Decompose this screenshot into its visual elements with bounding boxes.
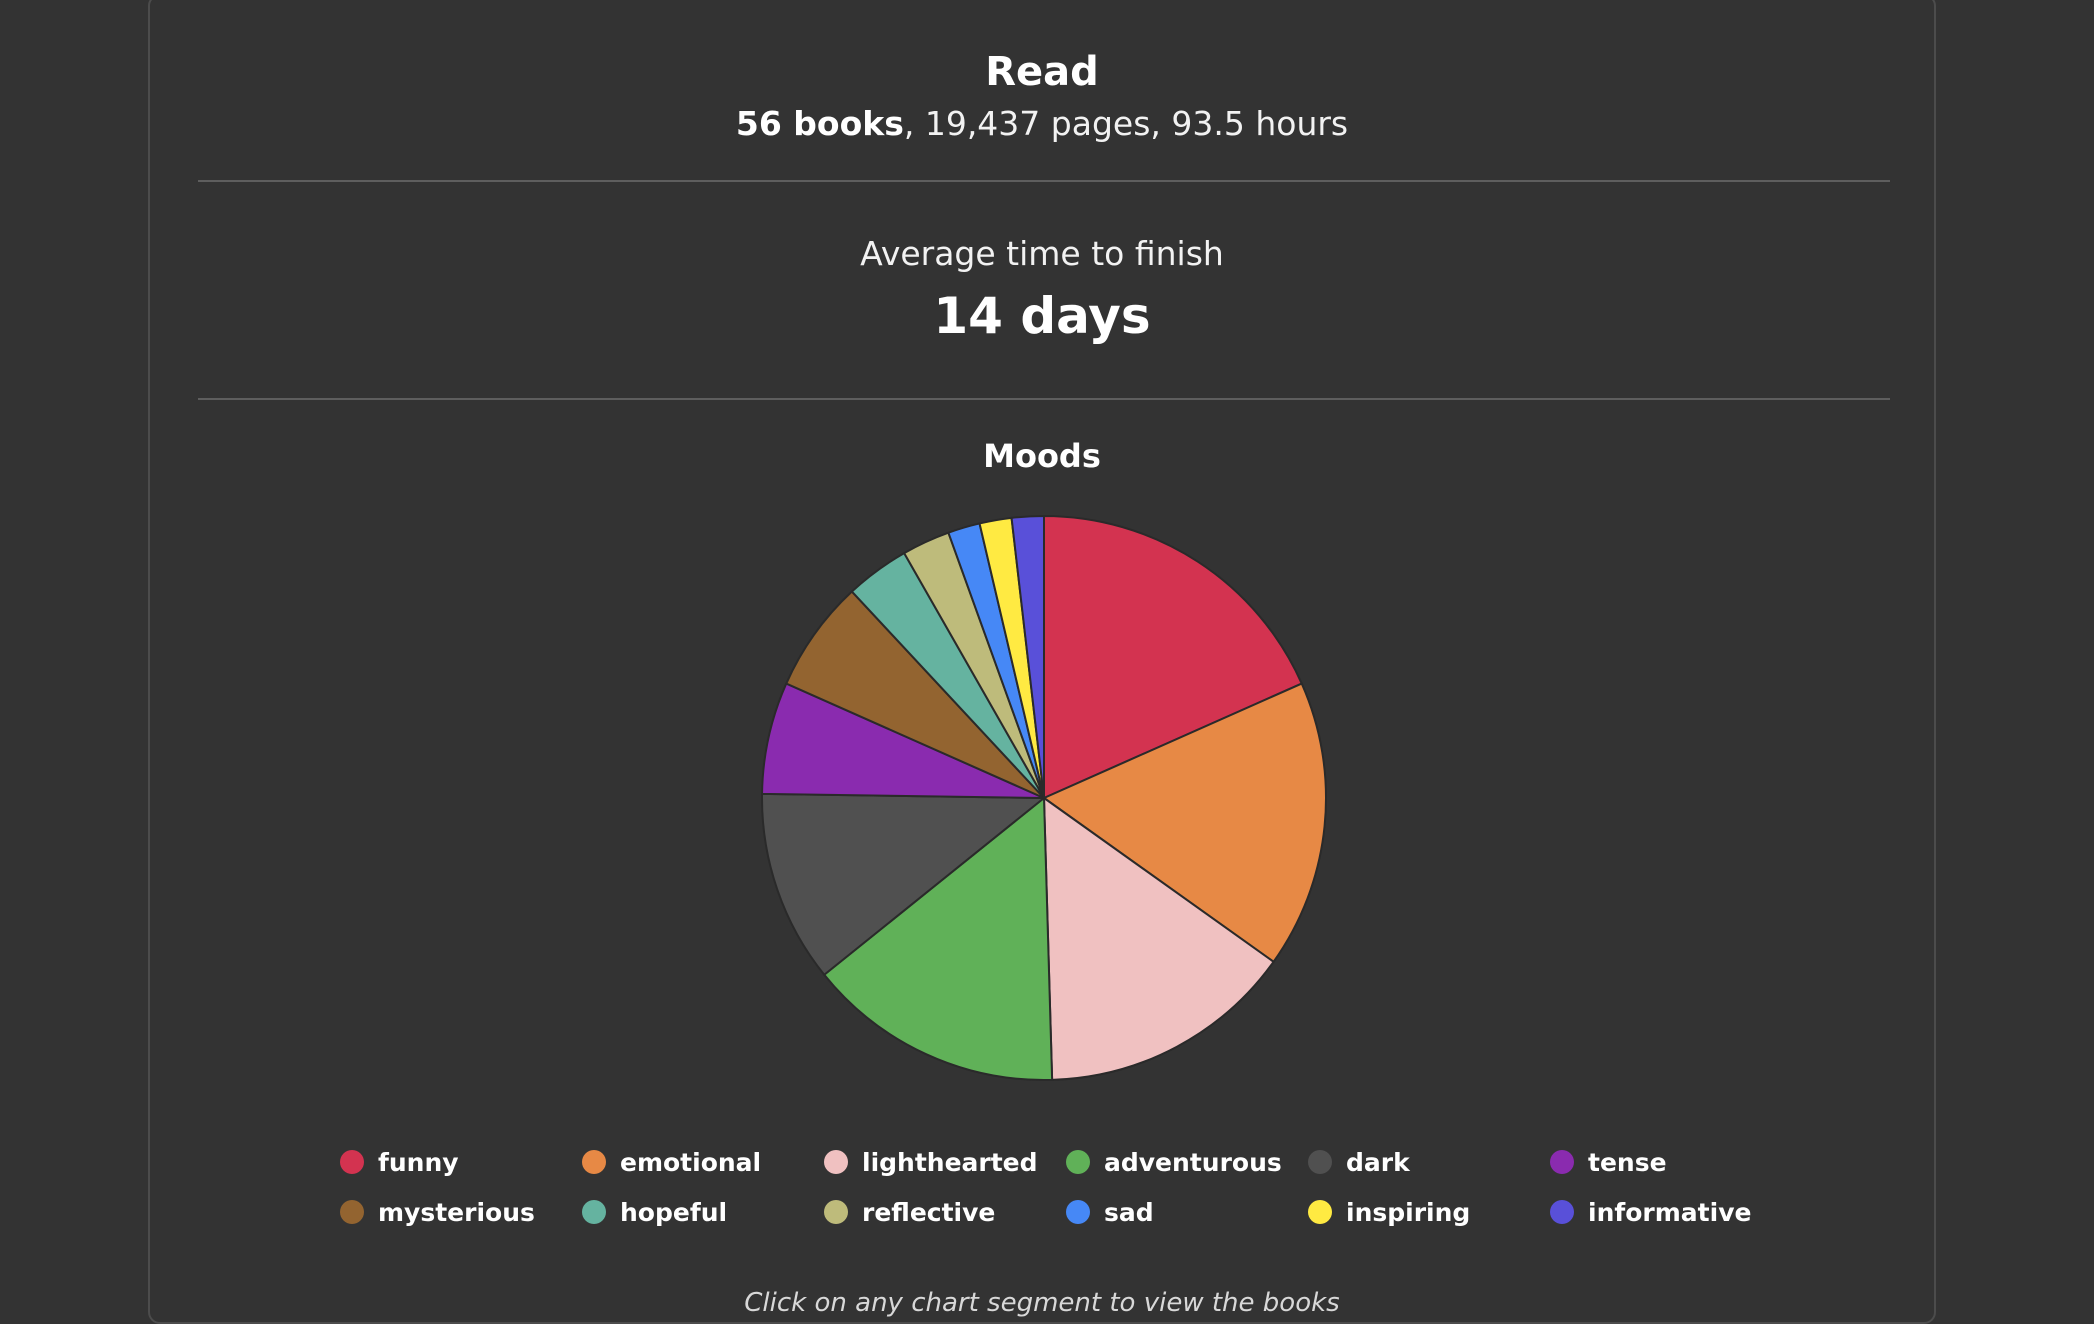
legend-item-hopeful[interactable]: hopeful bbox=[582, 1194, 824, 1230]
moods-pie-chart bbox=[750, 504, 1338, 1092]
pie-slice-emotional[interactable] bbox=[1041, 682, 1327, 964]
legend-swatch bbox=[1066, 1200, 1090, 1224]
legend-label: adventurous bbox=[1104, 1147, 1282, 1177]
pie-slice-informative[interactable] bbox=[1010, 514, 1045, 799]
legend-swatch bbox=[1550, 1200, 1574, 1224]
pages-hours: , 19,437 pages, 93.5 hours bbox=[903, 104, 1349, 143]
legend-label: inspiring bbox=[1346, 1197, 1471, 1227]
legend-swatch bbox=[1308, 1150, 1332, 1174]
legend-label: lighthearted bbox=[862, 1147, 1038, 1177]
pie-slice-dark[interactable] bbox=[761, 792, 1047, 977]
legend-item-emotional[interactable]: emotional bbox=[582, 1144, 824, 1180]
pie-slice-tense[interactable] bbox=[761, 682, 1045, 799]
legend-swatch bbox=[582, 1200, 606, 1224]
legend-label: mysterious bbox=[378, 1197, 535, 1227]
chart-footnote: Click on any chart segment to view the b… bbox=[744, 1288, 1340, 1318]
legend-swatch bbox=[1550, 1150, 1574, 1174]
legend-item-funny[interactable]: funny bbox=[340, 1144, 582, 1180]
legend-item-adventurous[interactable]: adventurous bbox=[1066, 1144, 1308, 1180]
divider bbox=[198, 180, 1890, 182]
moods-legend: funny emotional lighthearted adventurous dar… bbox=[340, 1144, 1800, 1230]
pie-slice-adventurous[interactable] bbox=[822, 795, 1054, 1081]
average-time-value: 14 days bbox=[933, 287, 1151, 345]
books-count: 56 books bbox=[735, 104, 904, 143]
pie-slice-funny[interactable] bbox=[1043, 514, 1304, 800]
pie-svg bbox=[761, 514, 1327, 1081]
legend-item-reflective[interactable]: reflective bbox=[824, 1194, 1066, 1230]
legend-item-dark[interactable]: dark bbox=[1308, 1144, 1550, 1180]
average-time-label: Average time to finish bbox=[860, 234, 1224, 273]
legend-item-mysterious[interactable]: mysterious bbox=[340, 1194, 582, 1230]
stats-card: Read 56 books, 19,437 pages, 93.5 hours … bbox=[148, 0, 1936, 1324]
read-stats: 56 books, 19,437 pages, 93.5 hours bbox=[150, 102, 1934, 146]
pie-slice-mysterious[interactable] bbox=[784, 590, 1045, 799]
legend-label: tense bbox=[1588, 1147, 1667, 1177]
read-title: Read bbox=[985, 49, 1099, 95]
legend-swatch bbox=[340, 1200, 364, 1224]
legend-item-inspiring[interactable]: inspiring bbox=[1308, 1194, 1550, 1230]
legend-label: funny bbox=[378, 1147, 459, 1177]
legend-swatch bbox=[1308, 1200, 1332, 1224]
legend-label: sad bbox=[1104, 1197, 1154, 1227]
legend-item-informative[interactable]: informative bbox=[1550, 1194, 1792, 1230]
legend-swatch bbox=[824, 1200, 848, 1224]
legend-label: emotional bbox=[620, 1147, 762, 1177]
legend-swatch bbox=[582, 1150, 606, 1174]
legend-swatch bbox=[340, 1150, 364, 1174]
legend-swatch bbox=[1066, 1150, 1090, 1174]
legend-item-tense[interactable]: tense bbox=[1550, 1144, 1792, 1180]
legend-swatch bbox=[824, 1150, 848, 1174]
read-summary: Read 56 books, 19,437 pages, 93.5 hours bbox=[150, 48, 1934, 146]
pie-slice-lighthearted[interactable] bbox=[1042, 796, 1275, 1081]
divider bbox=[198, 398, 1890, 400]
moods-title: Moods bbox=[983, 437, 1101, 475]
legend-item-lighthearted[interactable]: lighthearted bbox=[824, 1144, 1066, 1180]
legend-label: reflective bbox=[862, 1197, 996, 1227]
legend-item-sad[interactable]: sad bbox=[1066, 1194, 1308, 1230]
legend-label: informative bbox=[1588, 1197, 1752, 1227]
average-time-section: Average time to finish 14 days bbox=[150, 232, 1934, 348]
legend-label: hopeful bbox=[620, 1197, 728, 1227]
legend-label: dark bbox=[1346, 1147, 1410, 1177]
